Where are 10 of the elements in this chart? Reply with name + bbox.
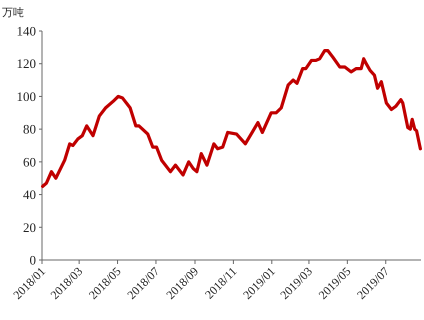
y-tick-label: 80 bbox=[23, 122, 36, 137]
y-tick-label: 0 bbox=[30, 252, 36, 268]
line-series bbox=[41, 49, 422, 188]
y-tick-label: 60 bbox=[23, 154, 36, 170]
y-tick-label: 20 bbox=[23, 220, 36, 235]
y-tick-label: 100 bbox=[16, 88, 36, 104]
y-axis-title: 万吨 bbox=[2, 6, 24, 19]
y-tick-label: 40 bbox=[23, 187, 36, 202]
y-tick-label: 120 bbox=[16, 56, 36, 72]
y-tick-label: 140 bbox=[16, 24, 36, 38]
